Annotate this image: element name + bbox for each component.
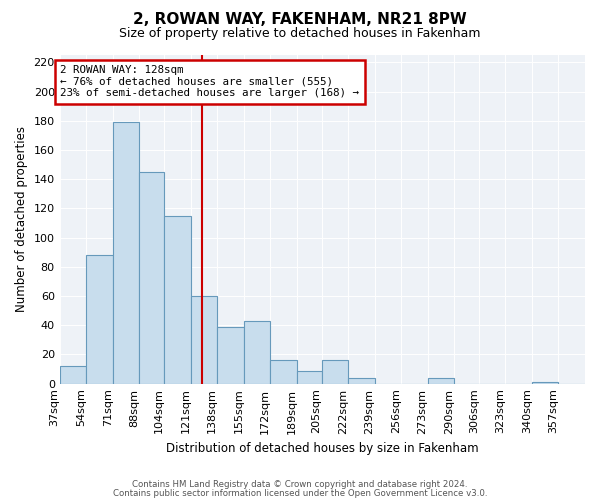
Bar xyxy=(348,378,374,384)
Text: 2, ROWAN WAY, FAKENHAM, NR21 8PW: 2, ROWAN WAY, FAKENHAM, NR21 8PW xyxy=(133,12,467,28)
Bar xyxy=(139,172,164,384)
Bar xyxy=(270,360,296,384)
Text: Contains HM Land Registry data © Crown copyright and database right 2024.: Contains HM Land Registry data © Crown c… xyxy=(132,480,468,489)
Bar xyxy=(244,321,270,384)
Bar xyxy=(296,370,322,384)
Text: Size of property relative to detached houses in Fakenham: Size of property relative to detached ho… xyxy=(119,28,481,40)
Text: 2 ROWAN WAY: 128sqm
← 76% of detached houses are smaller (555)
23% of semi-detac: 2 ROWAN WAY: 128sqm ← 76% of detached ho… xyxy=(61,65,359,98)
X-axis label: Distribution of detached houses by size in Fakenham: Distribution of detached houses by size … xyxy=(166,442,479,455)
Bar xyxy=(86,255,113,384)
Bar xyxy=(217,326,244,384)
Bar xyxy=(322,360,348,384)
Y-axis label: Number of detached properties: Number of detached properties xyxy=(15,126,28,312)
Bar xyxy=(532,382,559,384)
Bar xyxy=(191,296,217,384)
Bar xyxy=(428,378,454,384)
Bar xyxy=(59,366,86,384)
Bar xyxy=(164,216,191,384)
Bar xyxy=(113,122,139,384)
Text: Contains public sector information licensed under the Open Government Licence v3: Contains public sector information licen… xyxy=(113,489,487,498)
